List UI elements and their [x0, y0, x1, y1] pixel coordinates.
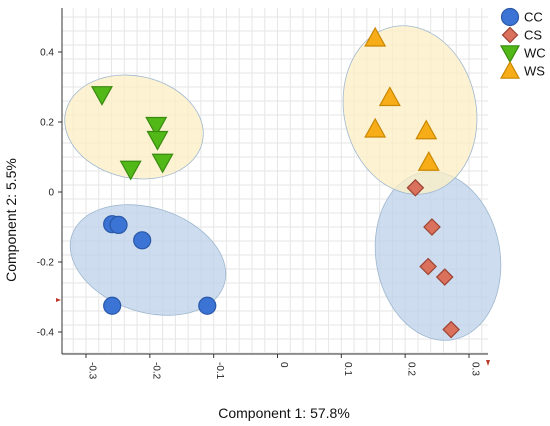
group-ellipse-ws	[342, 25, 478, 195]
legend-marker-cc	[500, 7, 520, 27]
data-point-wc	[90, 86, 113, 106]
data-point-ws	[378, 86, 401, 107]
x-axis-marker	[486, 360, 490, 366]
data-point-wc	[146, 130, 169, 151]
data-point-cs	[406, 178, 425, 197]
x-tick-label: -0.2	[150, 362, 161, 380]
axis-layer: 0.4 0.2 0 -0.2 -0.4 -0.3 -0.2 -0.1 0 0.1 0.2 0.3	[37, 8, 490, 380]
legend-marker-cs	[501, 26, 519, 44]
legend: CC CS WC WS	[499, 7, 546, 79]
legend-marker-ws	[499, 60, 521, 79]
legend-label-cc: CC	[524, 10, 543, 25]
y-tick-label: -0.2	[37, 258, 55, 269]
y-axis-title: Component 2: 5.5%	[3, 158, 19, 282]
data-point-cc	[109, 215, 128, 234]
x-tick-label: 0.3	[469, 362, 480, 376]
data-point-cs	[435, 268, 454, 286]
y-tick-label: 0.4	[40, 48, 54, 59]
x-tick-label: -0.3	[87, 362, 98, 380]
data-point-ws	[364, 117, 387, 138]
data-point-wc	[151, 153, 174, 174]
legend-label-wc: WC	[524, 46, 546, 61]
point-layer	[90, 26, 460, 339]
data-point-cc	[103, 296, 122, 315]
y-axis-marker	[56, 298, 61, 302]
data-point-ws	[364, 26, 387, 47]
ellipse-layer	[64, 25, 502, 341]
data-point-wc	[145, 116, 168, 137]
data-point-wc	[119, 160, 142, 181]
x-tick-label: 0.2	[406, 362, 417, 376]
legend-marker-wc	[499, 45, 521, 64]
legend-label-cs: CS	[524, 28, 542, 43]
x-tick-label: -0.1	[214, 362, 225, 380]
y-tick-label: 0.2	[40, 118, 54, 129]
data-point-cs	[419, 257, 437, 276]
x-tick-label: 0	[278, 362, 289, 368]
legend-label-ws: WS	[524, 64, 545, 79]
x-tick-label: 0.1	[342, 362, 353, 376]
data-point-ws	[415, 119, 438, 140]
data-point-ws	[417, 151, 440, 171]
x-axis-title: Component 1: 57.8%	[218, 405, 350, 421]
data-point-cs	[442, 320, 460, 339]
data-point-cc	[133, 231, 152, 250]
y-tick-label: 0	[48, 188, 54, 199]
data-point-cs	[423, 218, 441, 236]
y-tick-label: -0.4	[37, 328, 55, 339]
data-point-cc	[198, 296, 217, 315]
